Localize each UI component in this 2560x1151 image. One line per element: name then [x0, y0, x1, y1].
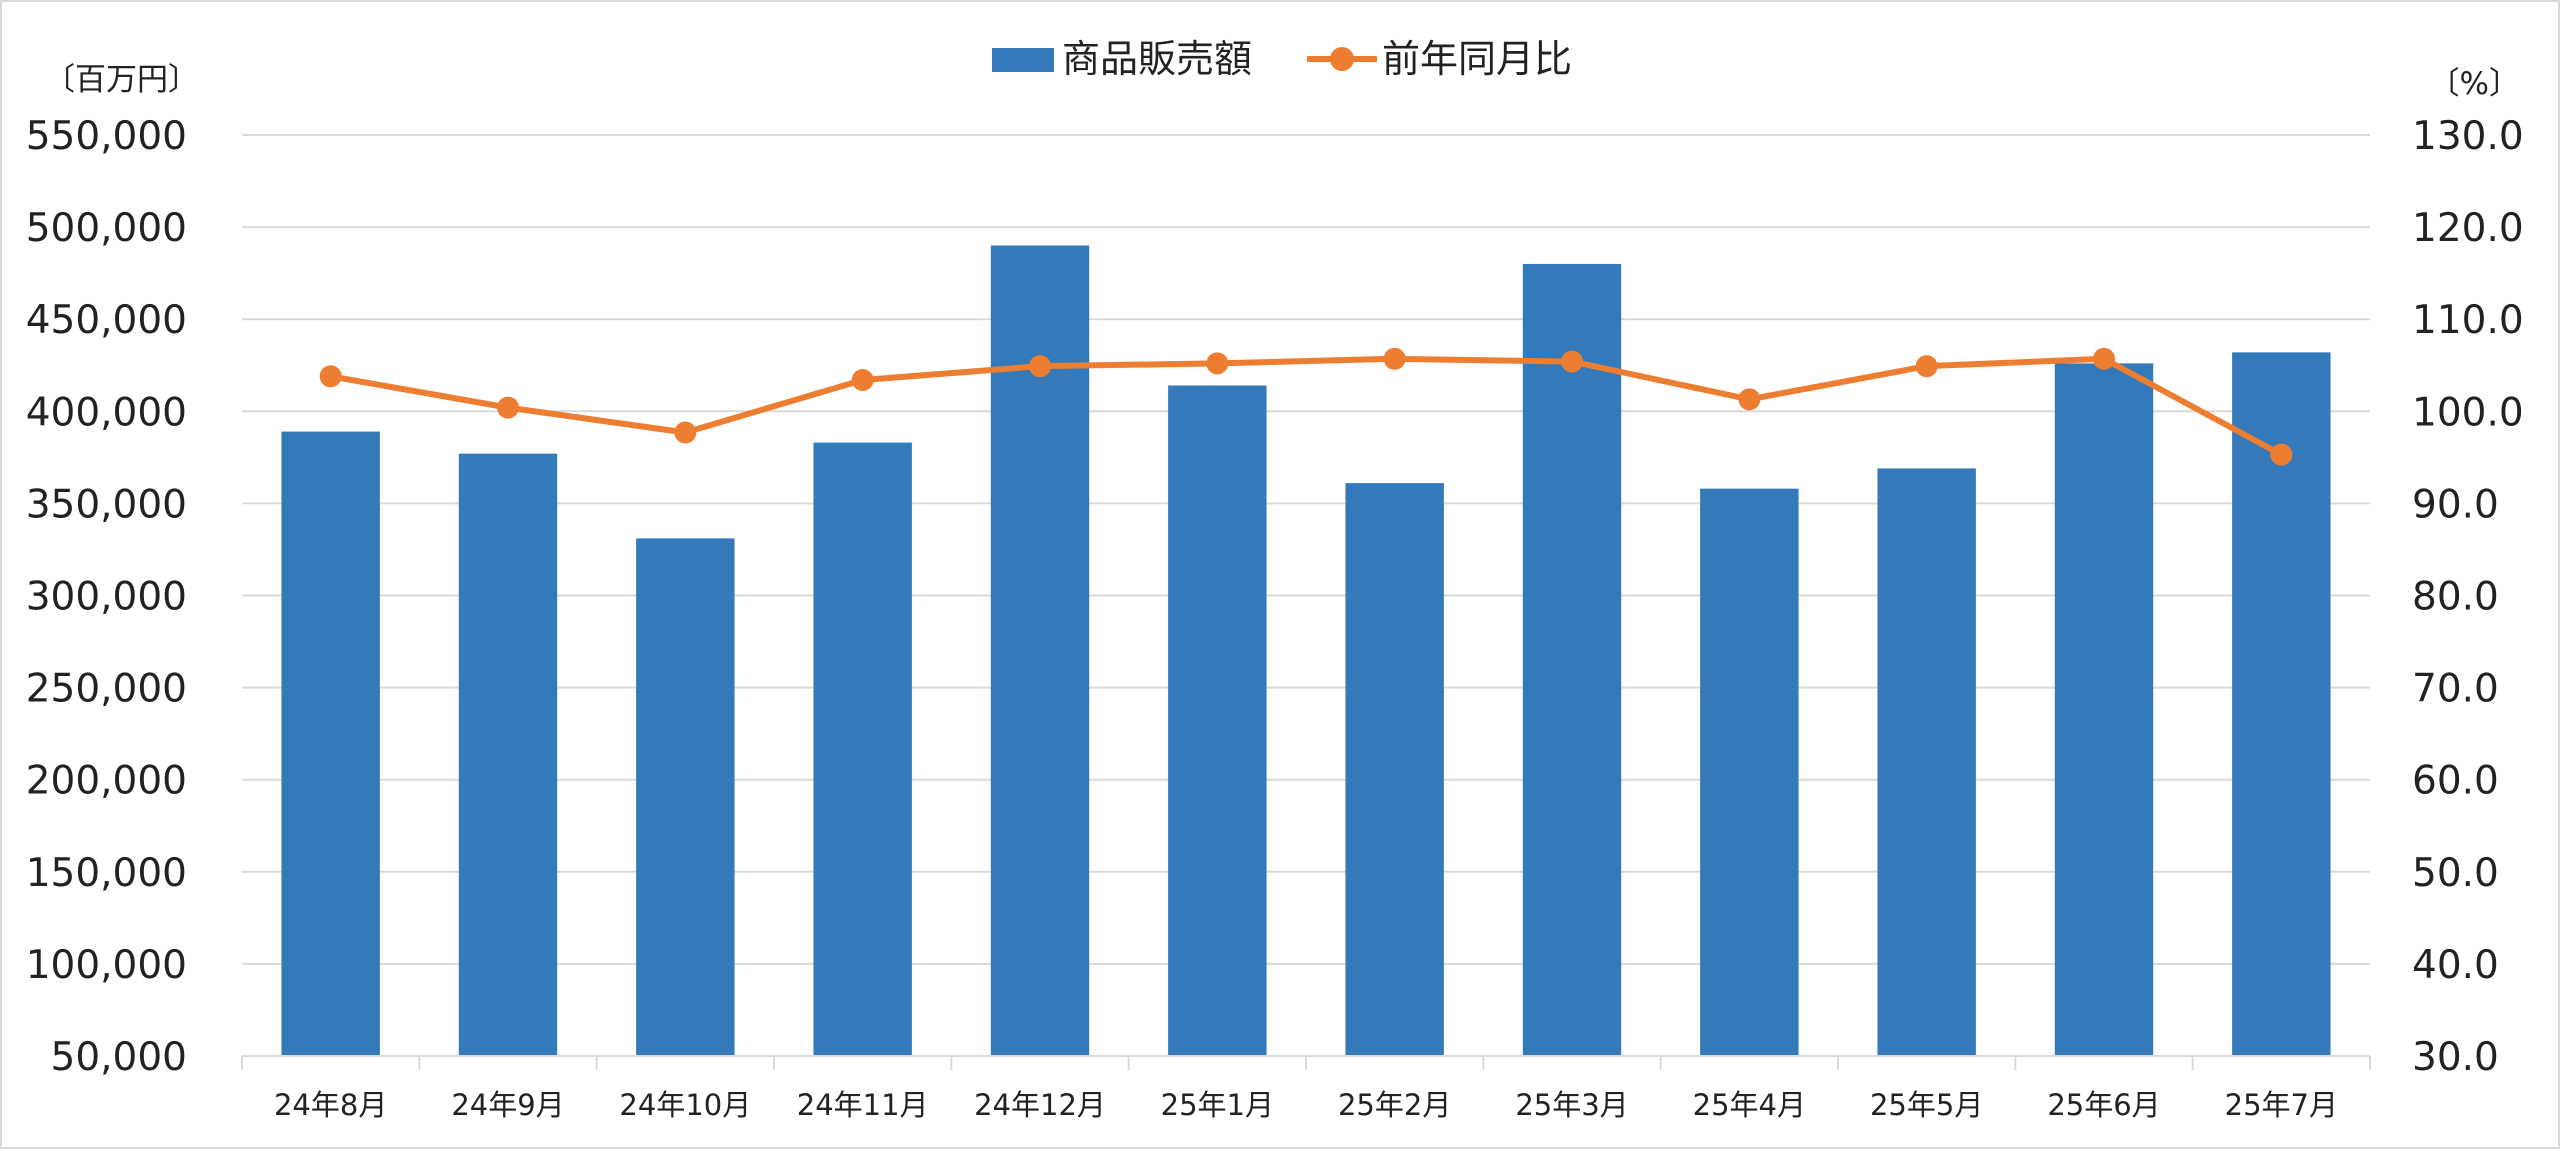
bar: [1345, 483, 1444, 1056]
y-right-tick-label: 80.0: [2412, 575, 2499, 620]
x-tick-label: 24年12月: [974, 1088, 1106, 1122]
y-right-tick-label: 100.0: [2412, 390, 2524, 435]
x-tick-label: 24年9月: [451, 1088, 564, 1122]
bar: [636, 538, 735, 1056]
y-left-tick-label: 250,000: [26, 667, 187, 712]
y-left-tick-label: 50,000: [51, 1035, 187, 1080]
line-point: [1029, 355, 1051, 378]
bar: [458, 453, 558, 1056]
legend-line-marker: [1330, 47, 1354, 71]
bar: [1168, 385, 1267, 1057]
x-tick-label: 24年11月: [797, 1088, 929, 1122]
bar: [1522, 263, 1622, 1056]
line-point: [2270, 443, 2293, 466]
line-point: [319, 365, 342, 388]
legend-bar-swatch: [992, 48, 1054, 72]
x-tick-label: 24年8月: [274, 1088, 387, 1122]
line-point: [674, 421, 697, 444]
bar: [990, 245, 1090, 1056]
x-tick-label: 25年3月: [1515, 1088, 1628, 1122]
line-point: [2093, 347, 2115, 370]
y-right-tick-label: 30.0: [2412, 1035, 2499, 1080]
bar: [1877, 468, 1976, 1057]
x-tick-label: 25年1月: [1161, 1088, 1274, 1122]
bar: [281, 431, 380, 1056]
x-tick-label: 24年10月: [619, 1088, 751, 1122]
y-right-tick-label: 50.0: [2412, 851, 2499, 896]
legend-label-line: 前年同月比: [1382, 37, 1572, 81]
x-tick-label: 25年4月: [1693, 1088, 1806, 1122]
y-right-tick-label: 90.0: [2412, 482, 2499, 527]
line-point: [1738, 388, 1761, 411]
y-right-tick-label: 120.0: [2412, 206, 2524, 251]
bar: [1700, 488, 1799, 1056]
y-left-tick-label: 450,000: [26, 298, 187, 343]
x-tick-label: 25年7月: [2225, 1088, 2338, 1122]
y-left-tick-label: 200,000: [26, 759, 187, 804]
legend-label-bars: 商品販売額: [1062, 37, 1252, 81]
x-tick-label: 25年6月: [2047, 1088, 2160, 1122]
y-left-tick-label: 400,000: [26, 390, 187, 435]
y-left-tick-label: 150,000: [26, 851, 187, 896]
y-left-tick-label: 500,000: [26, 206, 187, 251]
line-point: [1561, 350, 1583, 373]
y-left-tick-label: 300,000: [26, 575, 187, 620]
x-tick-label: 25年5月: [1870, 1088, 1983, 1122]
line-point: [497, 396, 519, 419]
bar: [2232, 352, 2331, 1057]
y-right-tick-label: 40.0: [2412, 943, 2499, 988]
y-left-tick-label: 350,000: [26, 482, 187, 527]
bar: [813, 442, 912, 1056]
y-right-tick-label: 70.0: [2412, 667, 2499, 712]
line-point: [1383, 347, 1406, 370]
x-tick-label: 25年2月: [1338, 1088, 1451, 1122]
y-right-tick-label: 110.0: [2412, 298, 2524, 343]
bar: [2054, 363, 2154, 1057]
y-left-tick-label: 550,000: [26, 114, 187, 159]
y-right-unit-label: 〔%〕: [2429, 66, 2520, 102]
line-point: [851, 368, 874, 391]
y-right-tick-label: 130.0: [2412, 114, 2524, 159]
series-line: [330, 355, 2283, 458]
y-right-tick-label: 60.0: [2412, 759, 2499, 804]
line-point: [1206, 352, 1229, 375]
y-left-tick-label: 100,000: [26, 943, 187, 988]
y-left-unit-label: 〔百万円〕: [44, 62, 199, 98]
line-point: [1915, 355, 1938, 378]
